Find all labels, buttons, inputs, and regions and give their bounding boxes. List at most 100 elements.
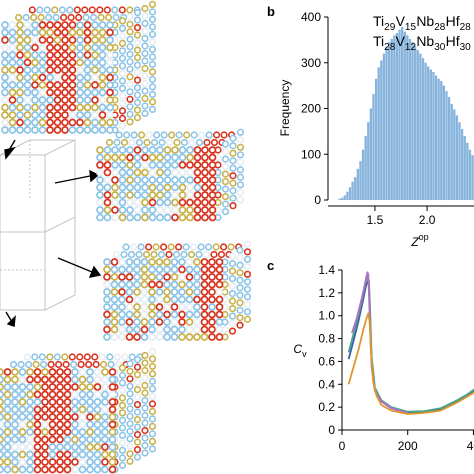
atom — [215, 303, 224, 311]
y-tick-label: 0.2 — [318, 400, 335, 414]
atom — [31, 36, 39, 44]
histogram-bar — [442, 85, 446, 201]
atom — [118, 364, 127, 372]
atom — [190, 243, 198, 251]
histogram-bar — [338, 198, 341, 200]
atom — [111, 168, 119, 177]
atom — [18, 458, 27, 466]
atom — [175, 243, 183, 251]
atom — [0, 413, 4, 421]
atom — [46, 353, 54, 361]
atom — [110, 258, 119, 266]
atom — [111, 213, 119, 222]
atom — [126, 420, 134, 428]
y-tick-label: 0.4 — [318, 377, 335, 391]
atom — [98, 353, 106, 361]
histogram-bar — [398, 29, 401, 201]
histogram-bar — [403, 31, 406, 200]
histogram-bar — [346, 191, 349, 200]
arrows — [4, 139, 102, 327]
atom — [23, 66, 32, 74]
atom — [41, 450, 49, 459]
atom — [54, 360, 63, 369]
atom — [103, 333, 111, 341]
atom — [133, 303, 141, 311]
atom — [111, 206, 119, 214]
atom — [83, 43, 92, 52]
atom — [141, 419, 149, 427]
atom — [185, 273, 194, 281]
atom — [201, 176, 209, 184]
atom — [66, 6, 74, 14]
atom — [106, 36, 114, 44]
atom — [91, 96, 99, 104]
atom — [141, 4, 149, 13]
atom — [185, 325, 194, 334]
atom — [26, 458, 34, 466]
atom — [31, 103, 39, 112]
atom — [170, 295, 179, 304]
atom — [148, 161, 157, 169]
atom — [141, 434, 149, 442]
atom — [56, 383, 64, 391]
atom — [148, 415, 157, 423]
atom — [103, 146, 112, 154]
atom — [178, 333, 186, 341]
atom — [38, 353, 46, 361]
atom — [186, 153, 194, 162]
atom — [193, 258, 201, 266]
atom — [148, 0, 157, 9]
x-tick-label: 2.0 — [419, 213, 436, 227]
atom — [212, 243, 220, 251]
atom — [16, 51, 24, 59]
atom — [118, 310, 126, 319]
atom — [170, 265, 179, 274]
atom — [140, 280, 149, 289]
atom — [186, 183, 194, 192]
atom — [125, 333, 134, 341]
atom — [163, 198, 172, 207]
atom — [236, 269, 244, 277]
atom — [26, 390, 34, 399]
atom-cubes — [0, 0, 252, 474]
atom — [101, 375, 109, 384]
atom — [8, 51, 17, 59]
atom — [163, 213, 172, 222]
atom — [101, 465, 109, 474]
atom — [118, 39, 127, 48]
atom — [163, 153, 172, 162]
atom — [200, 333, 209, 341]
atom — [18, 390, 27, 399]
atom — [101, 413, 109, 421]
atom — [15, 13, 23, 22]
atom — [63, 405, 72, 414]
atom — [118, 77, 127, 85]
atom — [33, 405, 42, 414]
element-fraction: 29 — [384, 22, 396, 33]
atom — [108, 383, 117, 391]
atom — [200, 265, 209, 274]
atom — [108, 458, 117, 466]
atom — [133, 106, 142, 114]
atom — [165, 250, 173, 259]
atom — [103, 206, 112, 214]
histogram-bar — [369, 108, 373, 200]
atom — [170, 303, 179, 311]
atom — [140, 303, 149, 311]
atom — [201, 153, 209, 162]
atom — [1, 103, 9, 112]
atom — [126, 28, 134, 36]
atom — [63, 428, 72, 436]
atom — [208, 333, 216, 341]
atom — [125, 325, 134, 334]
atom — [93, 435, 102, 444]
atom — [148, 98, 157, 106]
atom — [236, 128, 245, 136]
atom — [185, 318, 194, 326]
atom — [228, 290, 237, 298]
atom — [171, 146, 179, 154]
atom — [133, 168, 142, 177]
atom — [145, 243, 153, 251]
atom — [118, 386, 127, 395]
atom — [22, 13, 30, 22]
